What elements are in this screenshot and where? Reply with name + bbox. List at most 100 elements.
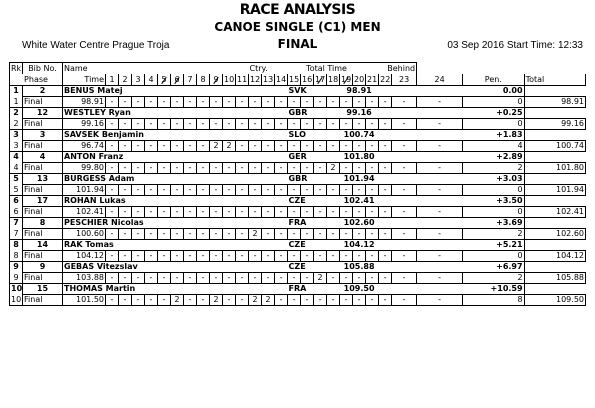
gate-penalty-19: - bbox=[339, 228, 354, 240]
gate-penalty-12: - bbox=[248, 140, 263, 152]
gate-penalty-5: - bbox=[157, 250, 171, 262]
athlete-rank: 8 bbox=[9, 239, 23, 251]
gate-penalty-17: - bbox=[313, 140, 328, 152]
run-time: 103.88 bbox=[62, 272, 106, 284]
athlete-country: GER bbox=[287, 151, 327, 163]
gate-penalty-21: - bbox=[365, 96, 380, 108]
athlete-name: GEBAS Vitezslav bbox=[61, 261, 288, 273]
gate-penalty-17: - bbox=[313, 206, 328, 218]
col-header-gate-18: 18 bbox=[326, 74, 341, 86]
athlete-name: THOMAS Martin bbox=[61, 283, 288, 295]
run-penalty-total: 0 bbox=[462, 184, 525, 196]
gate-penalty-16: - bbox=[300, 140, 315, 152]
gate-penalty-4: - bbox=[144, 228, 158, 240]
athlete-bib: 12 bbox=[22, 107, 63, 119]
gate-penalty-13: - bbox=[261, 206, 276, 218]
run-total: 101.80 bbox=[523, 162, 587, 174]
gate-penalty-20: - bbox=[352, 228, 367, 240]
col-header-gate-17: 17 bbox=[313, 74, 328, 86]
gate-penalty-16: - bbox=[300, 184, 315, 196]
athlete-run-row: 10 Final 101.50- - - - -2- -2- -2 2- - - - - - - - - - -8 10… bbox=[9, 294, 587, 306]
athlete-bib: 3 bbox=[22, 129, 63, 141]
run-total: 98.91 bbox=[523, 96, 587, 108]
gate-penalty-4: - bbox=[144, 140, 158, 152]
col-header-gate-7: 7 bbox=[183, 74, 197, 86]
gate-penalty-17: - bbox=[313, 118, 328, 130]
gate-penalty-23: - bbox=[391, 228, 418, 240]
athlete-run-row: 9 Final 103.88- - - - - - - - - - - - - - - -2- - - - - - -2 105… bbox=[9, 272, 587, 284]
col-header-gate-23: 23 bbox=[391, 74, 418, 86]
gate-penalty-3: - bbox=[131, 184, 145, 196]
run-time: 96.74 bbox=[62, 140, 106, 152]
gate-penalty-4: - bbox=[144, 118, 158, 130]
gate-penalty-20: - bbox=[352, 272, 367, 284]
gate-penalty-17: - bbox=[313, 294, 328, 306]
run-rank: 10 bbox=[9, 294, 23, 306]
gate-penalty-18: - bbox=[326, 206, 341, 218]
athlete-behind: +1.83 bbox=[391, 129, 525, 141]
gate-penalty-22: - bbox=[378, 250, 393, 262]
gate-penalty-16: - bbox=[300, 228, 315, 240]
gate-penalty-21: - bbox=[365, 162, 380, 174]
gate-penalty-20: - bbox=[352, 250, 367, 262]
gate-penalty-19: - bbox=[339, 140, 354, 152]
athlete-name: ANTON Franz bbox=[61, 151, 288, 163]
col-header-gate-1: 1 bbox=[105, 74, 119, 86]
gate-penalty-10: - bbox=[222, 118, 236, 130]
gate-penalty-12: - bbox=[248, 250, 263, 262]
gate-penalty-19: - bbox=[339, 162, 354, 174]
athlete-total-time: 99.16 bbox=[326, 107, 392, 119]
athlete-name: WESTLEY Ryan bbox=[61, 107, 288, 119]
athlete-behind: 0.00 bbox=[391, 85, 525, 97]
athlete-total-time: 100.74 bbox=[326, 129, 392, 141]
gate-penalty-24: - bbox=[416, 96, 464, 108]
athlete-country: FRA bbox=[287, 217, 327, 229]
gate-penalty-15: - bbox=[287, 140, 302, 152]
run-penalty-total: 4 bbox=[462, 140, 525, 152]
gate-penalty-3: - bbox=[131, 272, 145, 284]
gate-penalty-20: - bbox=[352, 294, 367, 306]
gate-penalty-23: - bbox=[391, 250, 418, 262]
run-total: 101.94 bbox=[523, 184, 587, 196]
athlete-rank: 6 bbox=[9, 195, 23, 207]
gate-penalty-15: - bbox=[287, 228, 302, 240]
col-header-bib: Bib No. bbox=[22, 62, 63, 74]
gate-penalty-17: - bbox=[313, 162, 328, 174]
gate-penalty-1: - bbox=[105, 162, 119, 174]
gate-penalty-12: - bbox=[248, 206, 263, 218]
gate-penalty-18: - bbox=[326, 140, 341, 152]
gate-penalty-24: - bbox=[416, 162, 464, 174]
athlete-total-time: 101.80 bbox=[326, 151, 392, 163]
run-time: 104.12 bbox=[62, 250, 106, 262]
gate-penalty-4: - bbox=[144, 184, 158, 196]
run-time: 99.80 bbox=[62, 162, 106, 174]
gate-penalty-20: - bbox=[352, 96, 367, 108]
athlete-behind: +6.97 bbox=[391, 261, 525, 273]
athlete-summary-row: 6 17 ROHAN Lukas CZE 102.41 +3.50 bbox=[9, 195, 586, 207]
run-phase: Final bbox=[22, 250, 63, 262]
gate-penalty-7: - bbox=[183, 294, 197, 306]
run-total: 109.50 bbox=[523, 294, 587, 306]
gate-penalty-21: - bbox=[365, 118, 380, 130]
gate-penalty-14: - bbox=[274, 140, 289, 152]
run-total: 99.16 bbox=[523, 118, 587, 130]
athlete-summary-row: 1 2 BENUS Matej SVK 98.91 0.00 bbox=[9, 85, 586, 97]
gate-penalty-22: - bbox=[378, 206, 393, 218]
gate-penalty-8: - bbox=[196, 184, 210, 196]
run-rank: 3 bbox=[9, 140, 23, 152]
gate-penalty-1: - bbox=[105, 118, 119, 130]
gate-penalty-13: - bbox=[261, 96, 276, 108]
athlete-run-row: 6 Final 102.41- - - - - - - - - - - - - - - - - - - - - - - -0 102… bbox=[9, 206, 587, 218]
gate-penalty-16: - bbox=[300, 206, 315, 218]
athlete-bib: 17 bbox=[22, 195, 63, 207]
col-header-total-time: Total Time bbox=[274, 62, 379, 74]
gate-penalty-9: - bbox=[209, 184, 223, 196]
col-header-gate-5: 5 bbox=[157, 74, 171, 86]
gate-penalty-4: - bbox=[144, 206, 158, 218]
athlete-bib: 4 bbox=[22, 151, 63, 163]
athlete-bib: 9 bbox=[22, 261, 63, 273]
venue-name: White Water Centre Prague Troja bbox=[22, 40, 170, 51]
gate-penalty-11: - bbox=[234, 250, 250, 262]
athlete-total-time: 104.12 bbox=[326, 239, 392, 251]
gate-penalty-21: - bbox=[365, 272, 380, 284]
